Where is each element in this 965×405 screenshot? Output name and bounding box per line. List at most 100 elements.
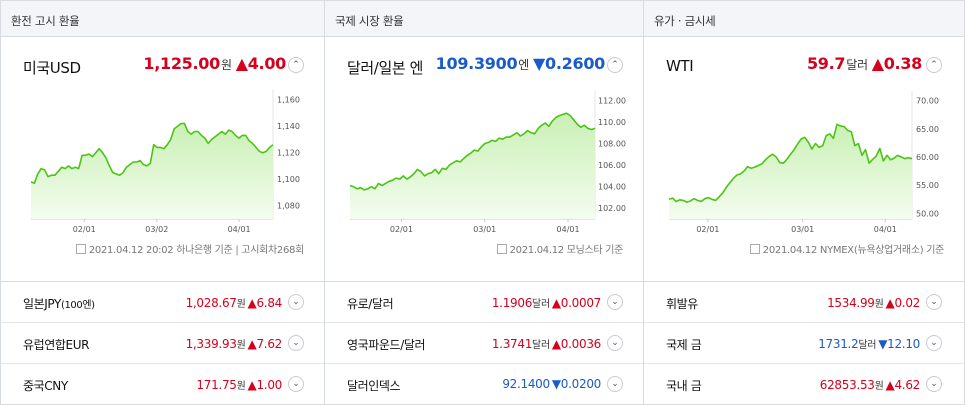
up-arrow-icon: ▲ <box>247 337 257 351</box>
chevron-down-icon[interactable]: ⌄ <box>607 335 623 351</box>
chevron-up-icon[interactable]: ⌃ <box>926 57 942 73</box>
item-name: 유로/달러 <box>347 297 394 311</box>
item-value: 1731.2달러 ▼12.10 <box>818 337 920 351</box>
item-value: 1,028.67원 ▲6.84 <box>185 296 283 310</box>
y-tick-label: 104.00 <box>598 183 626 192</box>
main-quote-price: 1,125.00 <box>143 54 220 73</box>
main-quote-value: 59.7달러 ▲0.38 <box>807 54 922 73</box>
series-line <box>349 112 596 191</box>
chevron-down-icon[interactable]: ⌄ <box>288 335 304 351</box>
quote-list: 유로/달러 1.1906달러 ▲0.0007 ⌄ 영국파운드/달러 1.3741달… <box>325 281 643 405</box>
chevron-down-icon[interactable]: ⌄ <box>607 376 623 392</box>
series-area <box>669 124 912 219</box>
main-quote-change: ▲0.38 <box>871 54 923 73</box>
list-item[interactable]: 일본JPY(100엔) 1,028.67원 ▲6.84 ⌄ <box>1 282 324 323</box>
chevron-down-icon[interactable]: ⌄ <box>926 376 942 392</box>
usd-chart: 1,160 1,140 1,120 1,100 1,080 02/01 03/02 04/01 <box>30 89 300 233</box>
tab-exchange-rates[interactable]: 환전 고시 환율 <box>1 1 324 37</box>
item-name: 휘발유 <box>666 297 698 311</box>
quote-list: 일본JPY(100엔) 1,028.67원 ▲6.84 ⌄ 유럽연합EUR 1,3… <box>1 281 324 405</box>
usdjpy-chart: 112.00 110.00 108.00 106.00 104.00 102.00 02/0… <box>349 91 626 233</box>
item-value: 1.3741달러 ▲0.0036 <box>491 337 601 351</box>
column-intl-rates: 국제 시장 환율 달러/일본 엔 109.3900엔 ▼0.2600 ⌃ 112.… <box>325 1 644 404</box>
main-quote-change: ▼0.2600 <box>533 54 605 73</box>
y-tick-label: 1,100 <box>277 175 300 184</box>
main-quote-name: 달러/일본 엔 <box>347 59 424 77</box>
main-quote-name: WTI <box>666 57 694 75</box>
y-tick-label: 1,140 <box>277 122 300 131</box>
x-tick-label: 02/01 <box>73 225 96 233</box>
document-icon <box>749 244 760 254</box>
x-tick-label: 02/01 <box>390 225 413 233</box>
source-note: 2021.04.12 모닝스타 기준 <box>496 241 623 256</box>
list-item[interactable]: 달러인덱스 92.1400 ▼0.0200 ⌄ <box>325 364 643 405</box>
item-name: 유럽연합EUR <box>23 338 90 352</box>
chevron-down-icon[interactable]: ⌄ <box>288 294 304 310</box>
chevron-down-icon[interactable]: ⌄ <box>926 294 942 310</box>
item-name: 중국CNY <box>23 379 68 393</box>
item-value: 1,339.93원 ▲7.62 <box>185 337 283 351</box>
chevron-up-icon[interactable]: ⌃ <box>607 57 623 73</box>
up-arrow-icon: ▲ <box>247 296 257 310</box>
y-tick-label: 60.00 <box>916 153 939 162</box>
y-tick-label: 50.00 <box>916 209 939 218</box>
item-value: 1534.99원 ▲0.02 <box>827 296 920 310</box>
chevron-up-icon[interactable]: ⌃ <box>288 57 304 73</box>
main-quote-unit: 달러 <box>846 58 868 72</box>
y-tick-label: 108.00 <box>598 140 626 149</box>
item-value: 92.1400 ▼0.0200 <box>502 377 601 391</box>
item-name: 국제 금 <box>666 338 702 352</box>
y-tick-label: 112.00 <box>598 96 626 105</box>
main-quote-price: 59.7 <box>806 54 846 73</box>
main-quote[interactable]: 달러/일본 엔 109.3900엔 ▼0.2600 ⌃ <box>325 37 643 83</box>
list-item[interactable]: 국내 금 62853.53원 ▲4.62 ⌄ <box>644 364 964 405</box>
quote-list: 휘발유 1534.99원 ▲0.02 ⌄ 국제 금 1731.2달러 ▼12.10 … <box>644 281 964 405</box>
down-arrow-icon: ▼ <box>878 337 888 351</box>
x-tick-label: 04/01 <box>874 225 897 233</box>
main-quote-value: 1,125.00원 ▲4.00 <box>143 54 286 73</box>
main-quote-change: ▲4.00 <box>235 54 287 73</box>
chevron-down-icon[interactable]: ⌄ <box>288 376 304 392</box>
main-quote-value: 109.3900엔 ▼0.2600 <box>435 54 606 73</box>
list-item[interactable]: 영국파운드/달러 1.3741달러 ▲0.0036 ⌄ <box>325 323 643 364</box>
series-line <box>30 122 274 184</box>
y-tick-label: 70.00 <box>916 97 939 106</box>
main-quote-unit: 엔 <box>518 58 530 72</box>
column-oil-gold: 유가 · 금시세 WTI 59.7달러 ▲0.38 ⌃ 70.00 65.00 60.… <box>644 1 964 404</box>
tab-oil-gold[interactable]: 유가 · 금시세 <box>644 1 964 37</box>
chevron-down-icon[interactable]: ⌄ <box>607 294 623 310</box>
document-icon <box>75 244 86 254</box>
x-tick-label: 03/01 <box>473 225 496 233</box>
list-item[interactable]: 유로/달러 1.1906달러 ▲0.0007 ⌄ <box>325 282 643 323</box>
main-quote-unit: 원 <box>220 58 232 72</box>
y-tick-label: 55.00 <box>916 181 939 190</box>
list-item[interactable]: 중국CNY 171.75원 ▲1.00 ⌄ <box>1 364 324 405</box>
chevron-down-icon[interactable]: ⌄ <box>926 335 942 351</box>
up-arrow-icon: ▲ <box>247 378 257 392</box>
series-area <box>31 123 273 219</box>
up-arrow-icon: ▲ <box>871 54 884 73</box>
up-arrow-icon: ▲ <box>551 296 561 310</box>
y-tick-label: 110.00 <box>598 118 626 127</box>
item-name: 국내 금 <box>666 379 702 393</box>
list-item[interactable]: 휘발유 1534.99원 ▲0.02 ⌄ <box>644 282 964 323</box>
item-value: 62853.53원 ▲4.62 <box>819 378 921 392</box>
x-tick-label: 04/01 <box>557 225 580 233</box>
main-quote[interactable]: WTI 59.7달러 ▲0.38 ⌃ <box>644 37 964 83</box>
main-quote[interactable]: 미국USD 1,125.00원 ▲4.00 ⌃ <box>1 37 324 83</box>
list-item[interactable]: 국제 금 1731.2달러 ▼12.10 ⌄ <box>644 323 964 364</box>
main-quote-price: 109.3900 <box>435 54 518 73</box>
up-arrow-icon: ▲ <box>885 378 895 392</box>
item-value: 1.1906달러 ▲0.0007 <box>491 296 601 310</box>
document-icon <box>496 244 507 254</box>
y-tick-label: 1,120 <box>277 149 300 158</box>
source-note: 2021.04.12 20:02 하나은행 기준 | 고시회차268회 <box>75 241 304 256</box>
tab-intl-rates[interactable]: 국제 시장 환율 <box>325 1 643 37</box>
source-note: 2021.04.12 NYMEX(뉴욕상업거래소) 기준 <box>749 241 944 256</box>
list-item[interactable]: 유럽연합EUR 1,339.93원 ▲7.62 ⌄ <box>1 323 324 364</box>
y-tick-label: 1,160 <box>277 96 300 105</box>
y-tick-label: 65.00 <box>916 125 939 134</box>
series-line <box>668 123 913 203</box>
item-name: 영국파운드/달러 <box>347 338 426 352</box>
